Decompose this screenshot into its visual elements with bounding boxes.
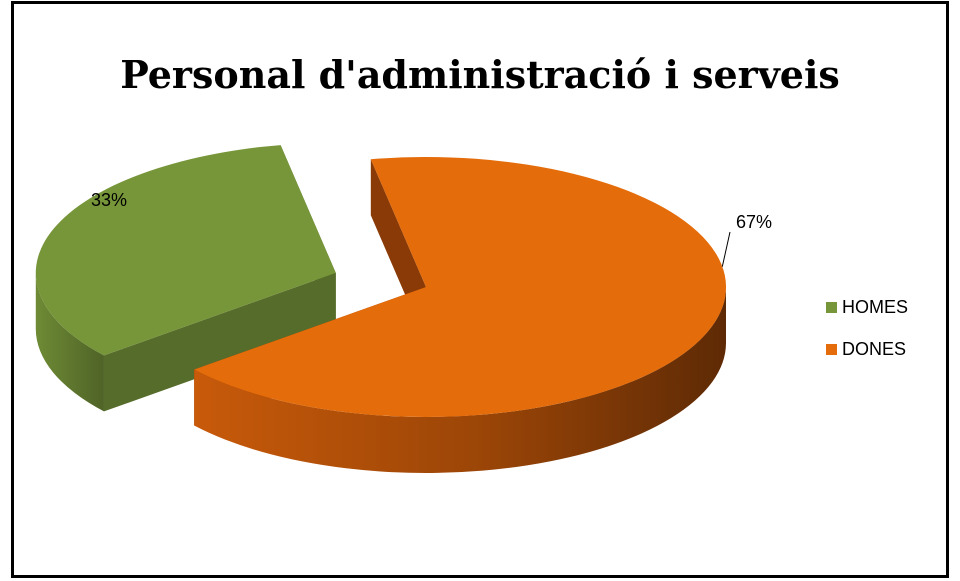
pie-slice-dones-side-0 [194, 287, 726, 473]
pie-slice-dones-top [194, 156, 727, 417]
legend-swatch-dones [826, 343, 837, 355]
pie-plot: 33% 67% [35, 145, 772, 473]
legend: HOMES DONES [826, 296, 908, 380]
data-label-dones: 67% [736, 212, 772, 232]
pie-slice-homes-side-0 [35, 272, 104, 412]
legend-swatch-homes [826, 301, 837, 313]
legend-label-homes: HOMES [842, 296, 909, 317]
legend-label-dones: DONES [842, 338, 907, 359]
chart-frame: Personal d'administració i serveis 33% 67… [11, 1, 949, 578]
pie-slice-homes-wall-0 [103, 272, 336, 412]
pie-slice-homes [35, 145, 336, 412]
chart-title: Personal d'administració i serveis [120, 52, 840, 97]
legend-item-homes: HOMES [826, 296, 908, 318]
legend-item-dones: DONES [826, 338, 908, 360]
pie-slice-dones [194, 156, 727, 473]
leader-line-dones [721, 231, 731, 267]
pie-slice-homes-top [35, 145, 336, 356]
data-label-homes: 33% [91, 190, 127, 210]
